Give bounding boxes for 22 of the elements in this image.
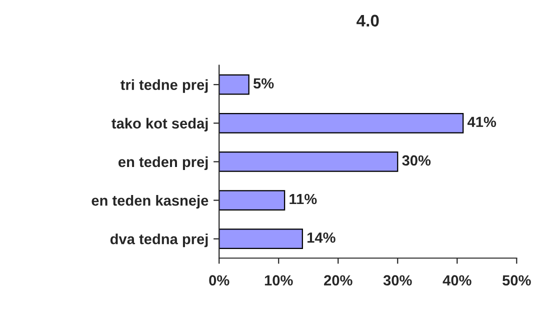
bar	[219, 74, 250, 95]
x-tick-label: 0%	[209, 275, 230, 286]
data-label: 11%	[290, 194, 317, 204]
x-tick-label: 10%	[264, 275, 293, 286]
bar	[219, 228, 303, 250]
bar	[219, 190, 286, 210]
data-label: 41%	[467, 116, 496, 128]
y-tick-label: tri tedne prej	[120, 79, 208, 93]
bar	[219, 112, 464, 134]
x-tick-label: 30%	[383, 275, 412, 286]
data-label: 30%	[402, 155, 431, 166]
y-tick-label: en teden kasneje	[92, 195, 208, 209]
data-label: 14%	[308, 232, 336, 243]
y-tick-label: tako kot sedaj	[112, 118, 208, 132]
y-tick-label: dva tedna prej	[110, 234, 208, 248]
bar	[219, 152, 398, 172]
chart-title: 4.0	[356, 14, 379, 27]
x-tick-label: 20%	[324, 275, 352, 286]
y-tick-label: en teden prej	[118, 156, 208, 170]
data-label: 5%	[253, 78, 274, 89]
x-tick-label: 40%	[442, 275, 472, 286]
x-tick-label: 50%	[502, 275, 531, 286]
